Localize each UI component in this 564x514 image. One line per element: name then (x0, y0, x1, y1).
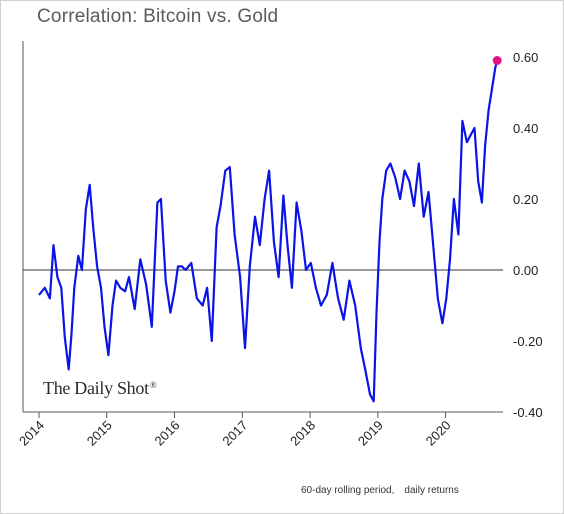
footnote: 60-day rolling period, daily returns (301, 485, 459, 496)
y-tick-label: 0.20 (513, 192, 538, 207)
x-tick-label: 2016 (152, 418, 183, 449)
chart-title: Correlation: Bitcoin vs. Gold (37, 6, 279, 27)
watermark-logo: The Daily Shot® (43, 378, 157, 398)
y-tick-label: 0.00 (513, 263, 538, 278)
x-tick-label: 2019 (355, 418, 386, 449)
end-point-marker (492, 56, 502, 66)
y-tick-label: 0.40 (513, 121, 538, 136)
x-tick-label: 2014 (16, 418, 47, 449)
axes-group (22, 41, 503, 418)
footnote-returns: daily returns (404, 485, 459, 496)
y-tick-label: -0.40 (513, 405, 543, 420)
x-tick-label: 2015 (84, 418, 115, 449)
x-tick-label: 2018 (287, 418, 318, 449)
series-layer (38, 56, 502, 403)
y-tick-label: 0.60 (513, 50, 538, 65)
x-tick-label: 2020 (423, 418, 454, 449)
x-tick-label: 2017 (219, 418, 250, 449)
footnote-period: 60-day rolling period, (301, 485, 395, 496)
series-line (38, 60, 499, 403)
y-tick-label: -0.20 (513, 334, 543, 349)
